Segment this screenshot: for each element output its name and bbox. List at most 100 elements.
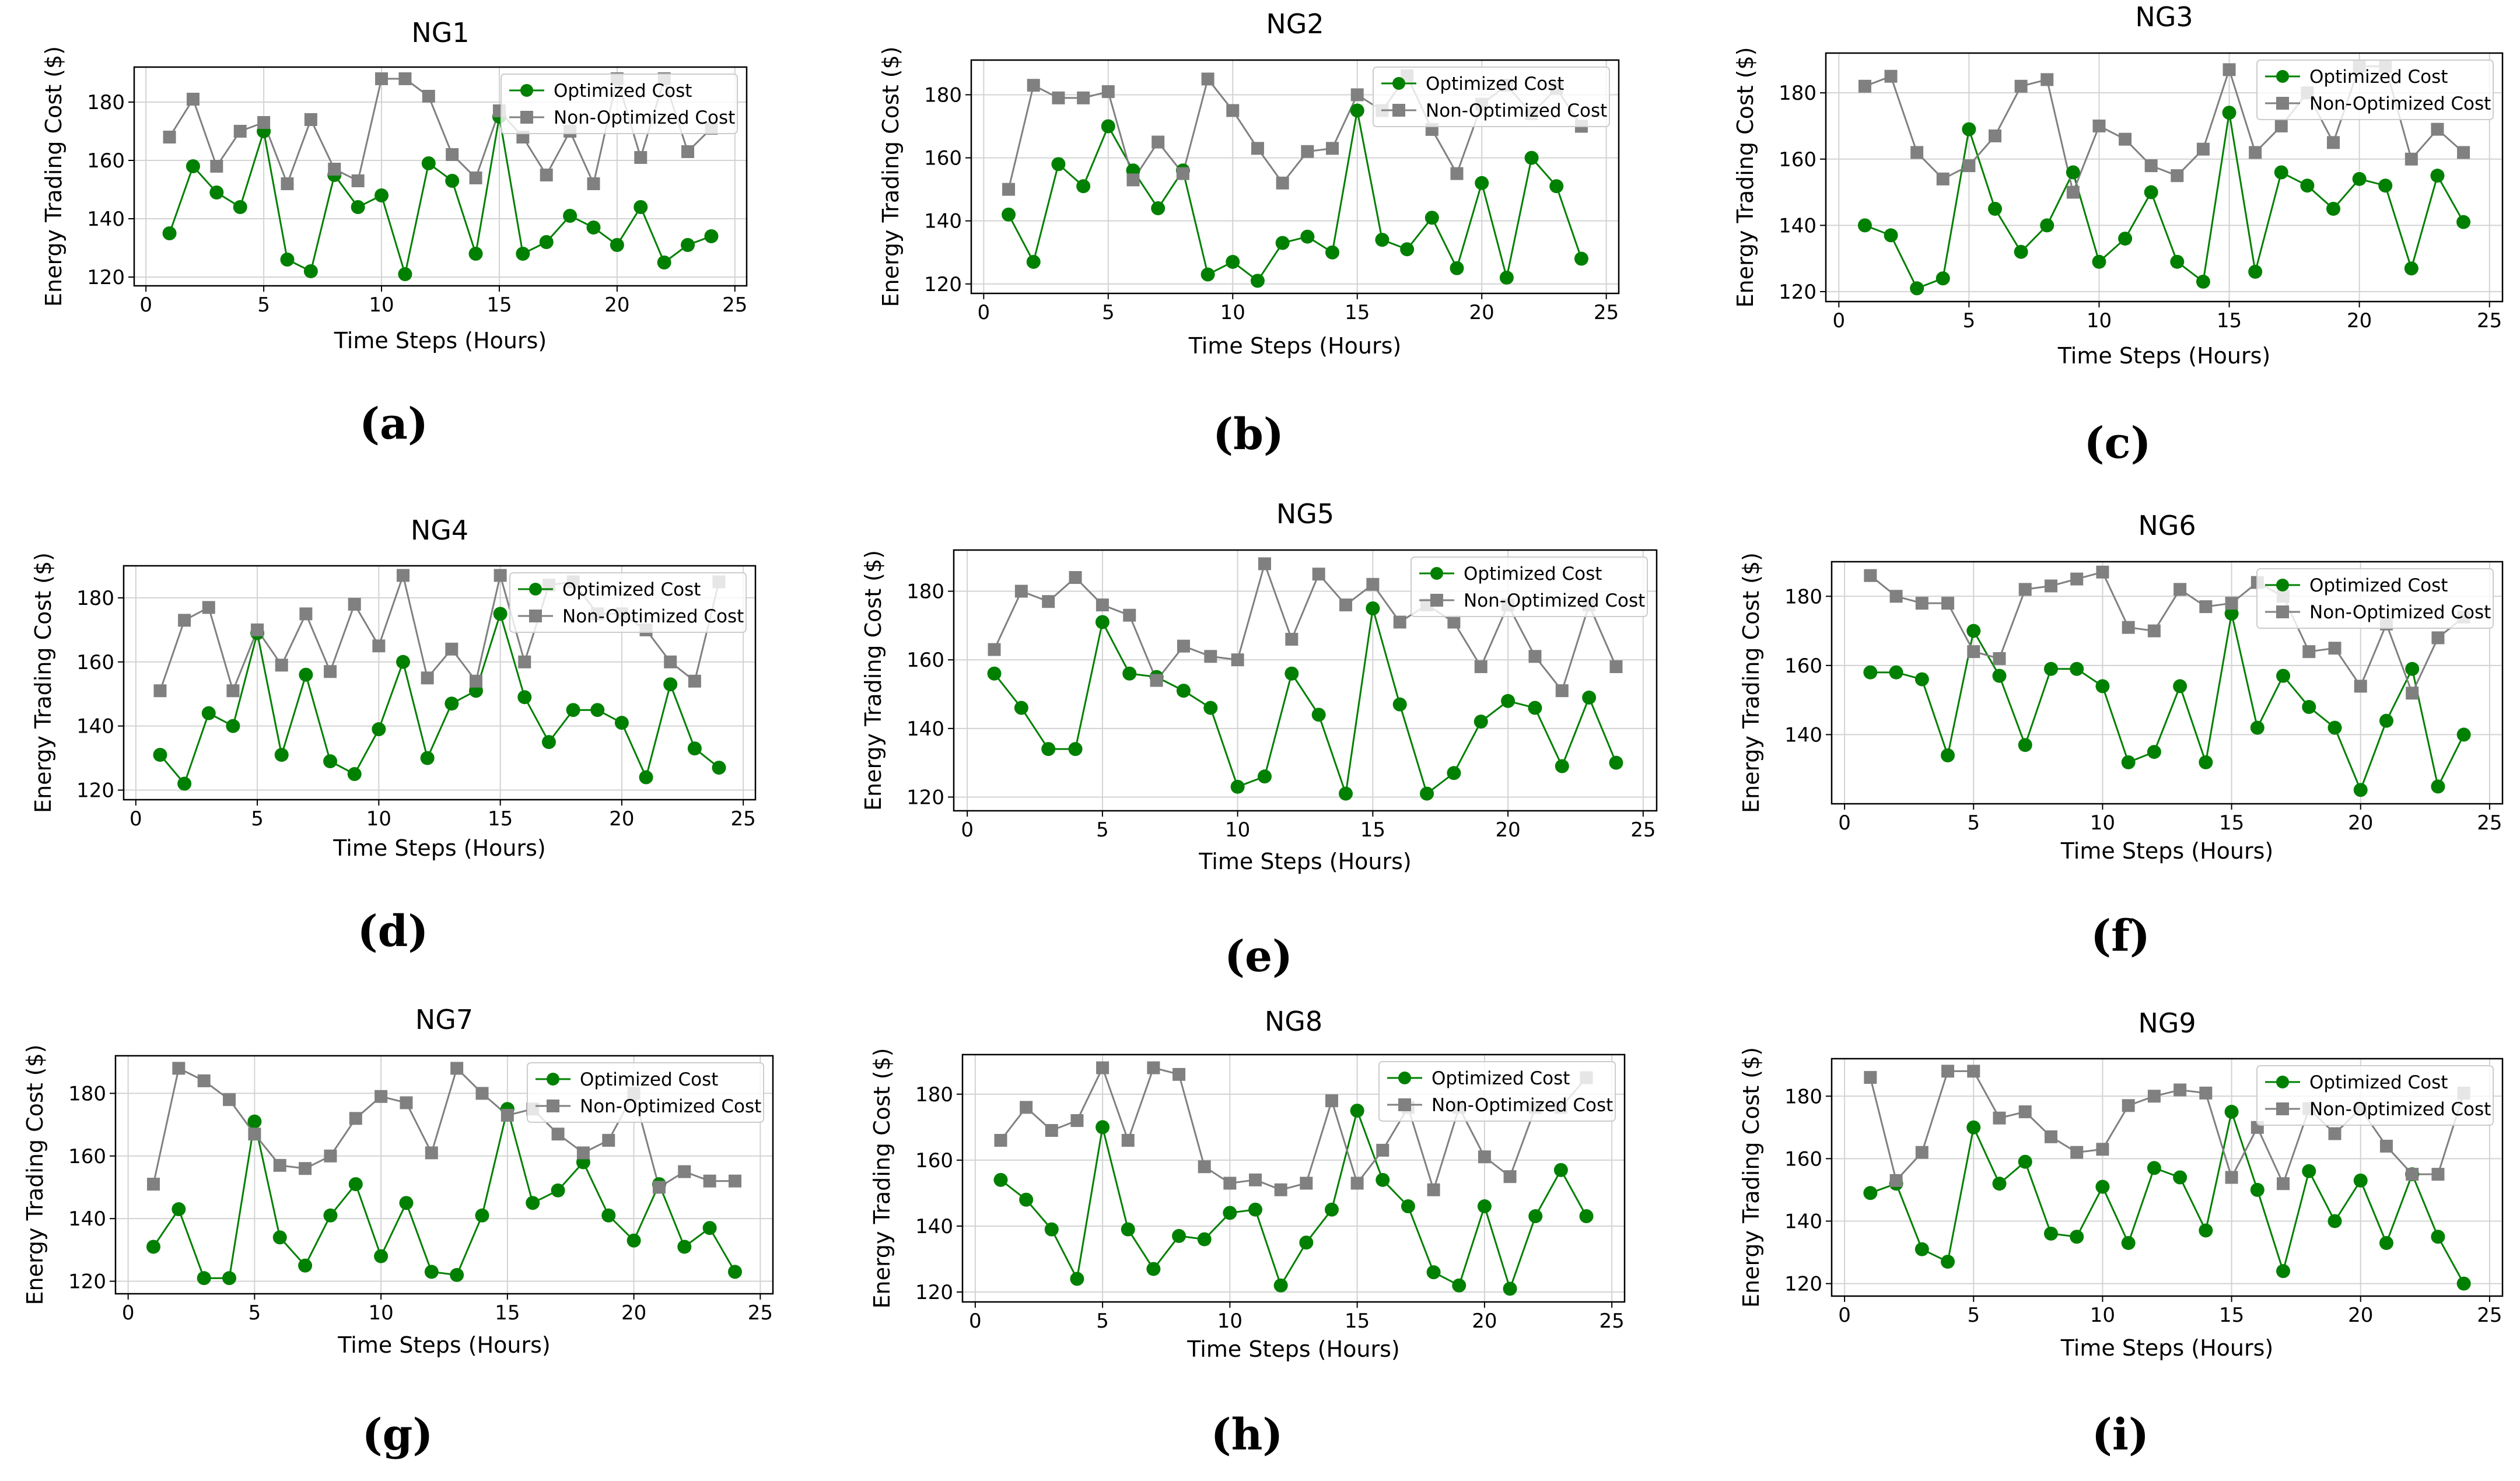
legend-label: Optimized Cost [1426,73,1564,94]
optimized-point [1499,270,1514,285]
x-tick-label: 0 [122,1301,135,1325]
non-optimized-point [226,684,240,698]
non-optimized-point [1300,1177,1313,1190]
legend-square-marker [529,610,542,622]
non-optimized-point [1915,1146,1929,1159]
y-tick-label: 180 [68,1082,106,1105]
optimized-point [2070,1230,2084,1244]
non-optimized-point [2457,146,2470,159]
y-tick-label: 120 [1779,281,1817,304]
non-optimized-point [445,642,459,656]
legend-box [2256,1065,2494,1126]
legend-box [509,572,747,633]
optimized-point [1966,624,1981,638]
non-optimized-point [1350,88,1364,101]
optimized-point [1223,1206,1237,1220]
non-optimized-point [147,1178,160,1191]
optimized-point [1284,666,1299,681]
non-optimized-point [450,1062,464,1075]
optimized-point [2224,1105,2239,1119]
x-tick-label: 20 [2348,1304,2373,1327]
optimized-point [2092,254,2106,269]
non-optimized-point [2092,119,2106,132]
optimized-point [1609,755,1623,770]
non-optimized-point [1967,1065,1980,1078]
non-optimized-point [1447,615,1461,629]
chart-panel-ng8: 0 5 10 15 20 25 120 140 160 180 NG8 Time Steps (Hou… [869,1006,1626,1460]
non-optimized-point [397,569,410,582]
y-tick-label: 120 [907,786,944,809]
non-optimized-point [1274,1183,1287,1196]
optimized-point [197,1271,211,1286]
non-optimized-point [728,1174,741,1188]
non-optimized-point [172,1062,186,1075]
x-tick-label: 0 [139,293,152,317]
optimized-point [2121,755,2136,769]
legend-label: Non-Optimized Cost [562,606,744,627]
non-optimized-point [1478,1150,1491,1164]
chart-panel-ng6: 0 5 10 15 20 25 140 160 180 NG6 Time Steps (Hours)… [1738,510,2504,961]
non-optimized-point [1172,1067,1186,1081]
legend-circle-marker [547,1073,559,1086]
x-tick-label: 5 [1967,811,1980,835]
optimized-point [2456,215,2471,229]
optimized-point [677,1240,692,1254]
non-optimized-point [2199,600,2213,614]
y-tick-label: 160 [87,149,125,173]
chart-title: NG9 [2138,1007,2196,1039]
optimized-point [541,735,556,750]
x-tick-label: 5 [1963,309,1976,332]
optimized-point [2196,274,2210,289]
legend-label: Optimized Cost [1432,1068,1570,1089]
non-optimized-point [275,659,288,672]
non-optimized-point [2044,579,2057,593]
optimized-point [272,1230,287,1245]
optimized-point [1936,271,1950,286]
x-axis-label: Time Steps (Hours) [334,328,547,353]
y-tick-label: 160 [1779,148,1817,171]
series-line-optimized [159,611,720,786]
non-optimized-point [1042,595,1055,608]
legend-box [1378,1061,1616,1122]
non-optimized-point [1889,1174,1903,1187]
x-tick-label: 20 [1472,1310,1497,1333]
chart-title: NG4 [411,514,468,546]
non-optimized-point [400,1096,413,1109]
optimized-point [2199,1223,2213,1238]
y-tick-label: 140 [68,1207,106,1231]
optimized-point [516,247,530,261]
non-optimized-point [688,674,701,688]
optimized-point [2430,169,2445,183]
legend-label: Non-Optimized Cost [2309,93,2491,114]
optimized-point [1068,742,1083,757]
x-tick-label: 10 [1217,1310,1242,1333]
series-line-optimized [1870,1108,2465,1284]
legend-label: Non-Optimized Cost [554,107,735,128]
optimized-point [172,1202,186,1217]
optimized-point [626,1233,641,1248]
non-optimized-point [2249,146,2262,159]
panel-caption: (g) [362,1410,433,1460]
optimized-point [2043,661,2058,676]
non-optimized-point [233,125,247,138]
non-optimized-point [1350,1177,1364,1190]
non-optimized-point [681,145,695,158]
optimized-point [2170,254,2185,269]
y-tick-label: 180 [907,580,944,604]
chart-panel-ng9: 0 5 10 15 20 25 120 140 160 180 NG9 Time Steps (Hou… [1738,1007,2504,1460]
optimized-point [2018,738,2032,752]
optimized-point [610,238,624,252]
non-optimized-point [1223,1177,1237,1190]
non-optimized-point [1339,598,1353,612]
x-tick-label: 15 [1345,301,1370,324]
optimized-point [348,1177,363,1192]
optimized-point [468,247,483,261]
optimized-point [445,174,460,188]
legend: Optimized Cost Non-Optimized Cost [1378,1061,1616,1122]
optimized-point [1339,786,1353,801]
optimized-point [1474,715,1488,729]
y-tick-label: 180 [915,1083,953,1107]
x-tick-label: 25 [1594,301,1619,324]
chart-panel-ng3: 0 5 10 15 20 25 120 140 160 180 NG3 Time Steps (Hou… [1732,1,2504,468]
legend-circle-marker [2276,70,2289,83]
